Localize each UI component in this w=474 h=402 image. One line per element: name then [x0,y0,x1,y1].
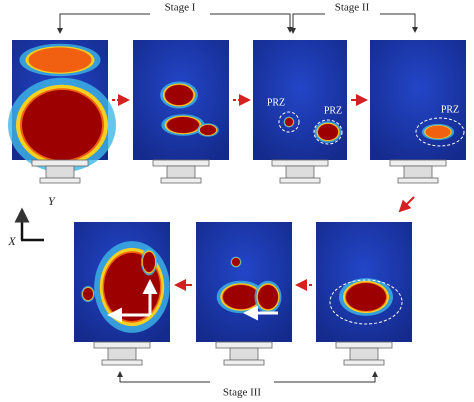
nozzle-base [335,341,393,366]
annotation: PRZ [324,105,342,116]
flow-vectors [107,279,278,323]
stage-label: Stage II [335,2,370,14]
heatmap-panel [196,222,292,366]
heat-warm [28,47,92,73]
heat-core [200,125,216,135]
bracket [59,13,293,33]
base-plate [215,341,273,349]
heatmap-panel [316,222,412,366]
panel-content [421,123,455,141]
base-body [349,347,379,361]
heatmap-panel [253,40,347,184]
zone-outline [329,279,403,325]
panel-content [8,43,116,173]
heatmap-panel [74,222,170,366]
stage-label: Stage III [223,387,262,399]
bracket [292,13,418,33]
heat-core [22,90,102,160]
nozzle-base [93,341,151,366]
base-foot [279,177,321,184]
panel-content [339,278,393,316]
annotation: PRZ [267,97,285,108]
heat-core [143,252,155,272]
nozzle-base [215,341,273,366]
base-body [403,165,433,179]
base-plate [271,159,329,167]
annotation: PRZ [441,104,459,115]
nozzle-base [389,159,447,184]
base-plate [31,159,89,167]
base-body [285,165,315,179]
heat-core [223,285,259,309]
zone-outline [415,117,465,147]
panel-background [370,40,466,160]
axis-label: X [7,234,16,248]
heat-core [285,118,293,126]
heat-core [318,124,338,140]
panel-content [160,81,219,137]
heatmap-panel [370,40,466,184]
heat-core [232,258,240,266]
heat-core [258,285,278,309]
flow-arrow [398,196,415,213]
label-bg [210,376,274,390]
base-body [229,347,259,361]
panels [8,40,466,366]
stage-label: Stage I [165,2,196,14]
flow-arrows [112,94,415,291]
base-foot [223,359,265,366]
heat-core [167,117,199,133]
heat-core [83,288,93,300]
heat-core [346,283,386,311]
base-foot [343,359,385,366]
panel-content [283,116,342,143]
label-bg [150,2,210,16]
axes-indicator [14,207,44,242]
base-foot [101,359,143,366]
base-body [45,165,75,179]
heatmap-panel [8,40,116,184]
panel-content [216,256,282,314]
base-plate [93,341,151,349]
base-foot [160,177,202,184]
label-bg [325,2,380,16]
base-plate [389,159,447,167]
panel-content [81,241,170,333]
base-body [107,347,137,361]
heat-core [165,85,193,105]
base-body [166,165,196,179]
nozzle-base [31,159,89,184]
zone-outline [278,111,300,133]
heat-warm [425,125,451,139]
zone-outline [313,119,343,145]
axis-label: Y [48,194,56,208]
base-plate [335,341,393,349]
nozzle-base [271,159,329,184]
heatmap-panel [133,40,229,184]
base-foot [39,177,81,184]
base-foot [397,177,439,184]
base-plate [152,159,210,167]
nozzle-base [152,159,210,184]
